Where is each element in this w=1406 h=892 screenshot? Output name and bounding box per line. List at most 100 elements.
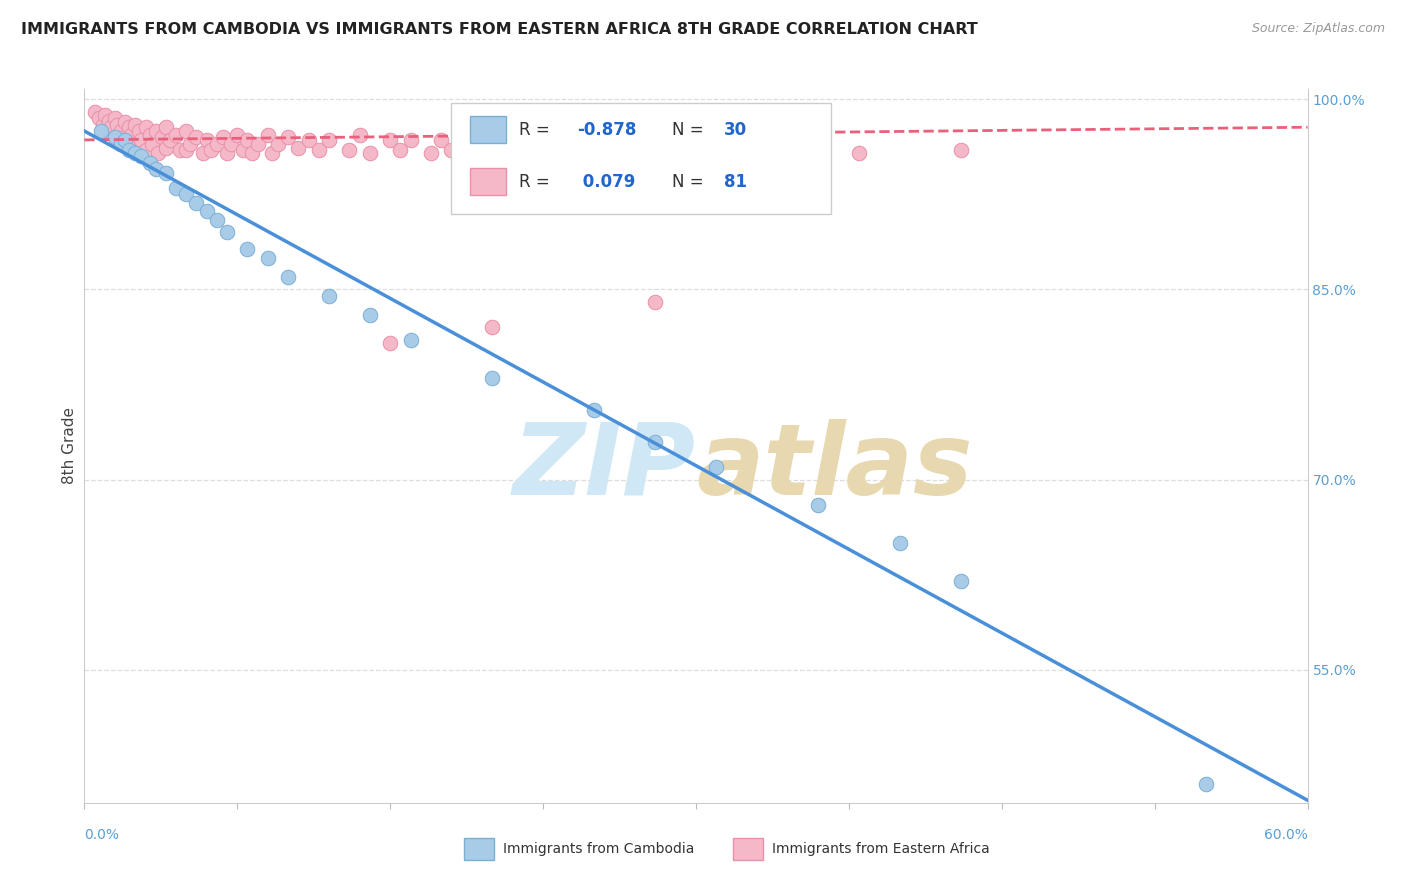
Point <box>138 128 160 142</box>
Point <box>522 143 544 157</box>
Text: N =: N = <box>672 173 709 191</box>
Point <box>205 212 228 227</box>
Point <box>93 124 117 138</box>
Point <box>186 130 208 145</box>
Point <box>124 118 146 132</box>
Point <box>420 145 443 160</box>
Point <box>145 124 167 138</box>
Text: R =: R = <box>519 121 554 139</box>
Point <box>543 133 565 147</box>
Point <box>308 143 330 157</box>
Point <box>145 162 167 177</box>
Point <box>440 143 463 157</box>
Point <box>380 335 402 350</box>
Point <box>502 133 524 147</box>
Text: N =: N = <box>672 121 709 139</box>
Point <box>110 124 132 138</box>
Point <box>104 112 127 126</box>
Point <box>135 120 157 135</box>
Point <box>298 133 321 147</box>
Point <box>380 133 402 147</box>
Point <box>124 145 146 160</box>
Point <box>176 187 198 202</box>
Text: ZIP: ZIP <box>513 419 696 516</box>
Point <box>200 143 222 157</box>
Point <box>179 136 201 151</box>
Bar <box>733 838 763 860</box>
Bar <box>470 168 506 194</box>
Point <box>155 120 177 135</box>
Point <box>318 289 340 303</box>
Point <box>97 114 120 128</box>
Text: 60.0%: 60.0% <box>1264 828 1308 842</box>
Point <box>481 371 503 385</box>
Point <box>277 269 299 284</box>
Point <box>150 130 173 145</box>
Point <box>389 143 412 157</box>
Point <box>1195 777 1218 791</box>
Point <box>104 130 127 145</box>
Point <box>91 118 114 132</box>
Point <box>176 124 198 138</box>
Point <box>110 136 132 151</box>
Point <box>950 574 973 588</box>
Point <box>120 128 142 142</box>
Point <box>165 181 187 195</box>
Point <box>257 128 280 142</box>
Point <box>787 143 810 157</box>
Point <box>318 133 340 147</box>
Point <box>176 143 198 157</box>
Text: 30: 30 <box>724 121 747 139</box>
Point <box>644 434 666 449</box>
Point <box>287 140 309 154</box>
Point <box>159 133 181 147</box>
Point <box>105 118 128 132</box>
Point <box>191 145 214 160</box>
Bar <box>464 838 494 860</box>
Point <box>583 403 606 417</box>
Point <box>155 166 177 180</box>
Point <box>399 333 422 347</box>
Point <box>359 308 381 322</box>
Point <box>114 130 136 145</box>
Point <box>889 536 911 550</box>
Point <box>236 242 259 256</box>
Y-axis label: 8th Grade: 8th Grade <box>62 408 77 484</box>
Point <box>481 320 503 334</box>
Point <box>87 112 110 126</box>
Text: Immigrants from Cambodia: Immigrants from Cambodia <box>503 842 695 856</box>
Point <box>186 196 208 211</box>
Point <box>232 143 254 157</box>
Text: Immigrants from Eastern Africa: Immigrants from Eastern Africa <box>772 842 990 856</box>
Point <box>135 143 157 157</box>
Point <box>277 130 299 145</box>
Point <box>644 145 666 160</box>
Point <box>217 145 239 160</box>
Point <box>195 133 218 147</box>
Text: -0.878: -0.878 <box>578 121 637 139</box>
Point <box>93 107 117 121</box>
Point <box>131 133 153 147</box>
Point <box>267 136 290 151</box>
Point <box>146 145 169 160</box>
Point <box>118 143 141 157</box>
Point <box>165 128 187 142</box>
Point <box>339 143 361 157</box>
Point <box>260 145 283 160</box>
Point <box>138 155 160 169</box>
Text: atlas: atlas <box>696 419 973 516</box>
Point <box>807 498 830 512</box>
Point <box>706 459 728 474</box>
Text: Source: ZipAtlas.com: Source: ZipAtlas.com <box>1251 22 1385 36</box>
Point <box>114 133 136 147</box>
Point <box>644 295 666 310</box>
Point <box>205 136 228 151</box>
Point <box>104 130 127 145</box>
Point <box>169 143 191 157</box>
Point <box>848 145 870 160</box>
Point <box>131 149 153 163</box>
Point <box>226 128 249 142</box>
Point <box>219 136 242 151</box>
Point <box>240 145 263 160</box>
FancyBboxPatch shape <box>451 103 831 214</box>
